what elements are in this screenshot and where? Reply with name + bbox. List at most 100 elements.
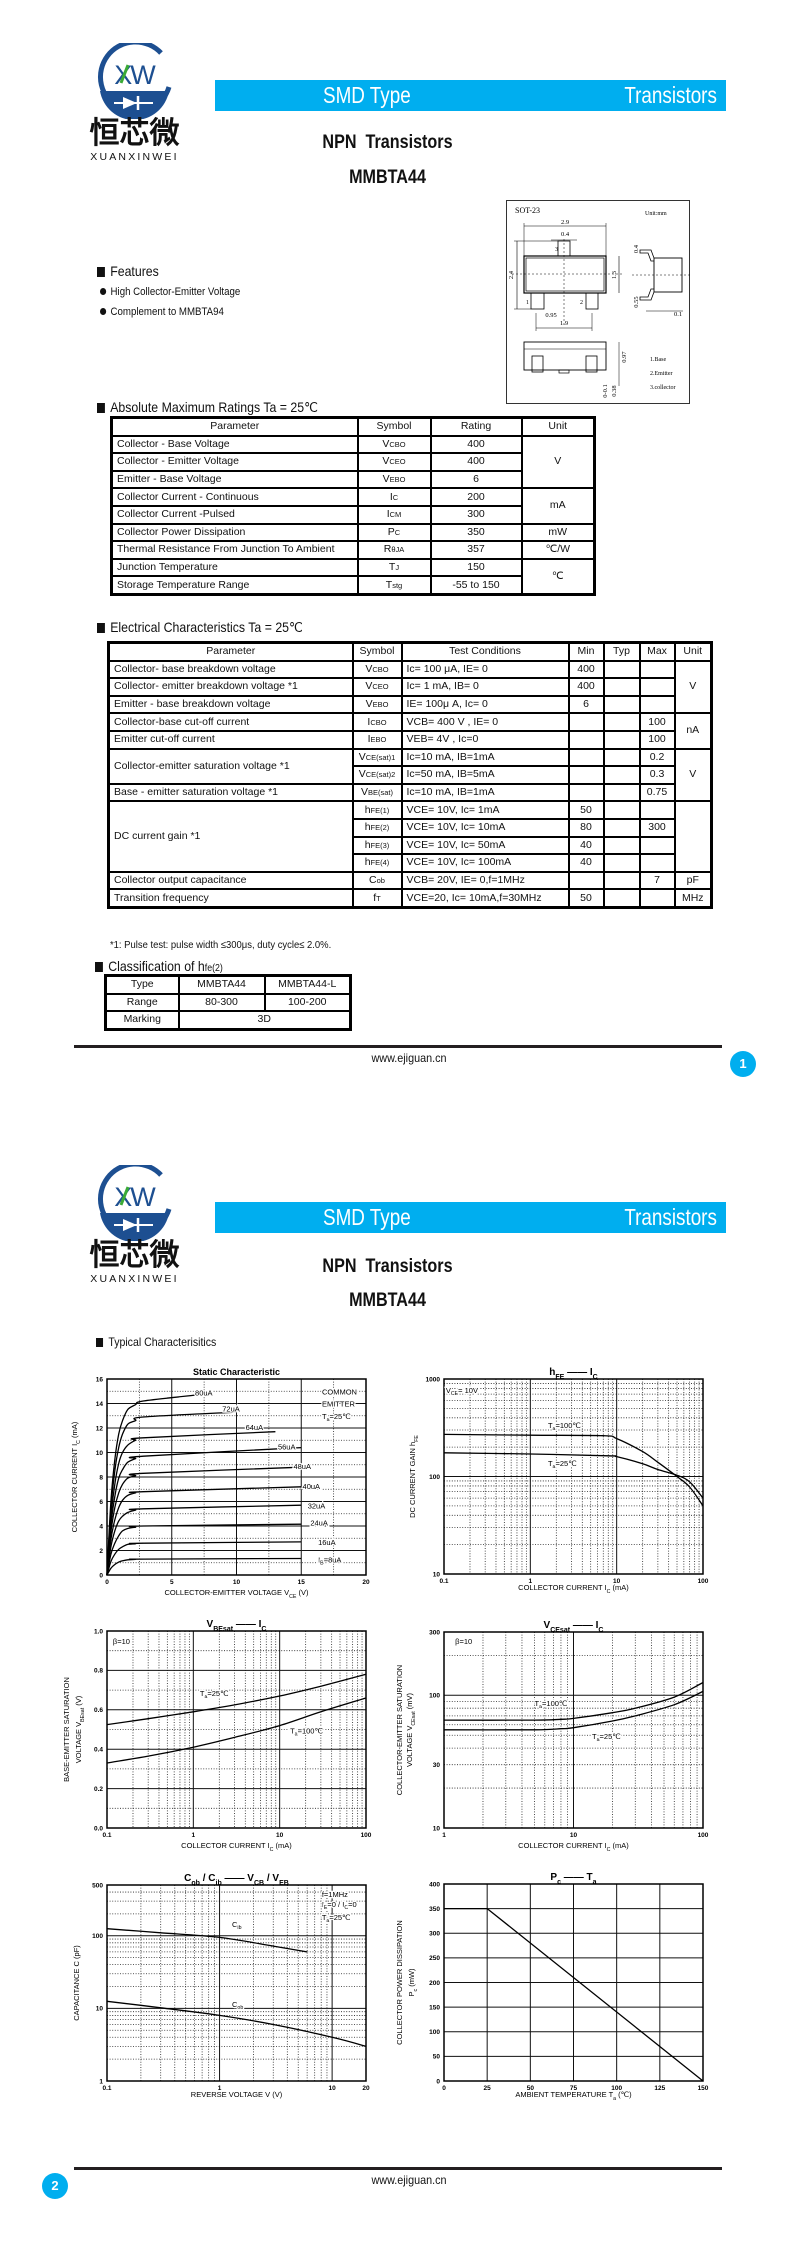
cell-test-conditions: VCE=20, Ic= 10mA,f=30MHz <box>400 888 570 909</box>
cell-value: MMBTA44-L <box>263 974 352 995</box>
cell-min <box>567 712 605 732</box>
table-row: Collector-emitter saturation voltage *1 V… <box>107 747 713 803</box>
col-header: Symbol <box>356 416 432 437</box>
cell-rating: 350 <box>429 522 523 543</box>
table-row: hFE(3) VCE= 10V, Ic= 50mA 40 <box>109 835 712 856</box>
logo-mark-icon: XW <box>98 1161 172 1243</box>
unit-label: Unit:mm <box>645 211 667 217</box>
footer-url[interactable]: www.ejiguan.cn <box>371 1051 447 1065</box>
cell-min: 40 <box>567 853 605 873</box>
cell-max: 100 <box>638 712 676 732</box>
cell-rating: 400 <box>429 434 523 455</box>
col-header: Unit <box>673 641 713 662</box>
cell-min: 50 <box>567 800 605 820</box>
logo-english-name: XUANXINWEI <box>90 151 179 163</box>
symbol-sub: FE(4) <box>370 858 390 868</box>
symbol-main: V <box>358 750 366 763</box>
dim-body-width: 1.3 <box>611 271 618 279</box>
table-row: Collector- emitter breakdown voltage *1 V… <box>107 677 712 697</box>
symbol-sub: FE(3) <box>370 840 390 850</box>
features-heading-text: Features <box>110 263 159 279</box>
table-row: Transition frequency fT VCE=20, Ic= 10mA,f… <box>107 888 713 909</box>
cell-rating: 6 <box>429 469 523 490</box>
cell-symbol: hFE(1) <box>351 800 403 820</box>
cell-parameter: Base - emitter saturation voltage *1 <box>107 782 354 803</box>
table-row: Collector Power Dissipation PC 350 mW <box>110 522 596 543</box>
package-drawing: SOT-23 Unit:mm 2.9 0.4 2.4 1.3 <box>506 200 690 404</box>
dim-pin-width: 0.4 <box>561 231 570 238</box>
cell-test-conditions: Ic=10 mA, IB=1mA <box>400 782 570 803</box>
table-row: Junction Temperature TJ 150 ℃ <box>110 557 596 596</box>
bullet-icon <box>100 308 107 315</box>
symbol-sub: EBO <box>370 735 387 745</box>
dim-lead-width: 0.38 <box>611 385 618 396</box>
page-number-badge: 1 <box>730 1051 756 1077</box>
cell-parameter: Thermal Resistance From Junction To Ambi… <box>110 540 359 560</box>
cell-min: 50 <box>567 888 605 909</box>
cell-typ <box>602 870 641 891</box>
document-title: NPN Transistors <box>322 1256 453 1277</box>
cell-unit: ℃ <box>520 557 596 596</box>
cell-min: 400 <box>567 677 605 697</box>
cell-min: 6 <box>567 694 605 715</box>
cell-max: 0.2 <box>638 747 676 768</box>
cell-symbol: VCBO <box>356 434 432 455</box>
table-row: Marking 3D <box>104 1010 352 1031</box>
cell-rating: 200 <box>429 487 523 507</box>
footer-url[interactable]: www.ejiguan.cn <box>371 2173 447 2187</box>
table-row: hFE(2) VCE= 10V, Ic= 10mA 80 300 <box>109 817 712 838</box>
table-row: Collector Current - Continuous IC 200 mA <box>110 487 596 525</box>
footer-divider <box>74 1045 722 1048</box>
document-title: NPN Transistors <box>322 132 453 153</box>
cell-unit: MHz <box>673 888 713 909</box>
cell-parameter: Emitter - Base Voltage <box>110 469 359 490</box>
cell-parameter: Collector-base cut-off current <box>107 712 354 732</box>
symbol-sub: FE(1) <box>370 805 390 815</box>
logo-english-name: XUANXINWEI <box>90 1273 179 1285</box>
classification-table: Type MMBTA44 MMBTA44-L Range 80-300 100-200 … <box>104 974 352 1031</box>
cell-unit: V <box>673 659 713 715</box>
part-number: MMBTA44 <box>349 167 426 188</box>
feature-item: High Collector-Emitter Voltage <box>100 286 240 299</box>
cell-value: 3D <box>177 1010 352 1031</box>
logo-mark-icon: XW <box>98 39 172 121</box>
table-row: Base - emitter saturation voltage *1 VBE(… <box>107 782 712 803</box>
col-header: Symbol <box>351 641 403 662</box>
classification-heading-sub: fe(2) <box>204 963 223 974</box>
cell-rating: 400 <box>429 452 523 472</box>
footer-divider <box>74 2167 722 2170</box>
company-logo: XW 恒芯微 XUANXINWEI <box>81 39 188 163</box>
table-row: DC current gain *1 hFE(1) VCE= 10V, Ic= 1m… <box>107 800 713 873</box>
symbol-main: h <box>364 838 371 851</box>
cell-symbol: hFE(4) <box>351 853 403 873</box>
cell-min <box>567 729 605 750</box>
abs-max-table: Parameter Symbol Rating Unit Collector -… <box>110 416 596 596</box>
cell-rating: 357 <box>429 540 523 560</box>
dim-pitch: 0.95 <box>545 312 556 319</box>
cell-max <box>638 835 676 856</box>
cell-parameter: Collector Current - Continuous <box>110 487 359 507</box>
cell-max: 300 <box>638 817 676 838</box>
table-header-row: Parameter Symbol Test Conditions Min Typ… <box>107 641 713 662</box>
symbol-main: h <box>364 821 371 834</box>
symbol-sub: CBO <box>370 717 387 727</box>
cell-max <box>638 800 676 820</box>
page-1: XW 恒芯微 XUANXINWEI SMD Type Transistors N… <box>74 39 756 1077</box>
cell-unit: mA <box>520 487 596 525</box>
features-heading: Features <box>97 263 159 279</box>
cell-min <box>567 747 605 768</box>
cell-typ <box>602 835 641 856</box>
cell-typ <box>602 765 641 785</box>
cell-parameter: Transition frequency <box>107 888 354 909</box>
table-row: Range 80-300 100-200 <box>104 992 352 1013</box>
cell-symbol: RθJA <box>356 540 432 560</box>
cell-label: Marking <box>104 1010 180 1031</box>
header-band: SMD Type Transistors <box>215 80 726 111</box>
cell-symbol: VCEO <box>351 677 403 697</box>
cell-test-conditions: IE= 100μ A, Ic= 0 <box>400 694 570 715</box>
cell-min <box>567 870 605 891</box>
cell-test-conditions: VCB= 400 V , IE= 0 <box>400 712 570 732</box>
cell-symbol: VEBO <box>356 469 432 490</box>
cell-max <box>638 888 676 909</box>
col-header: Parameter <box>107 641 354 662</box>
